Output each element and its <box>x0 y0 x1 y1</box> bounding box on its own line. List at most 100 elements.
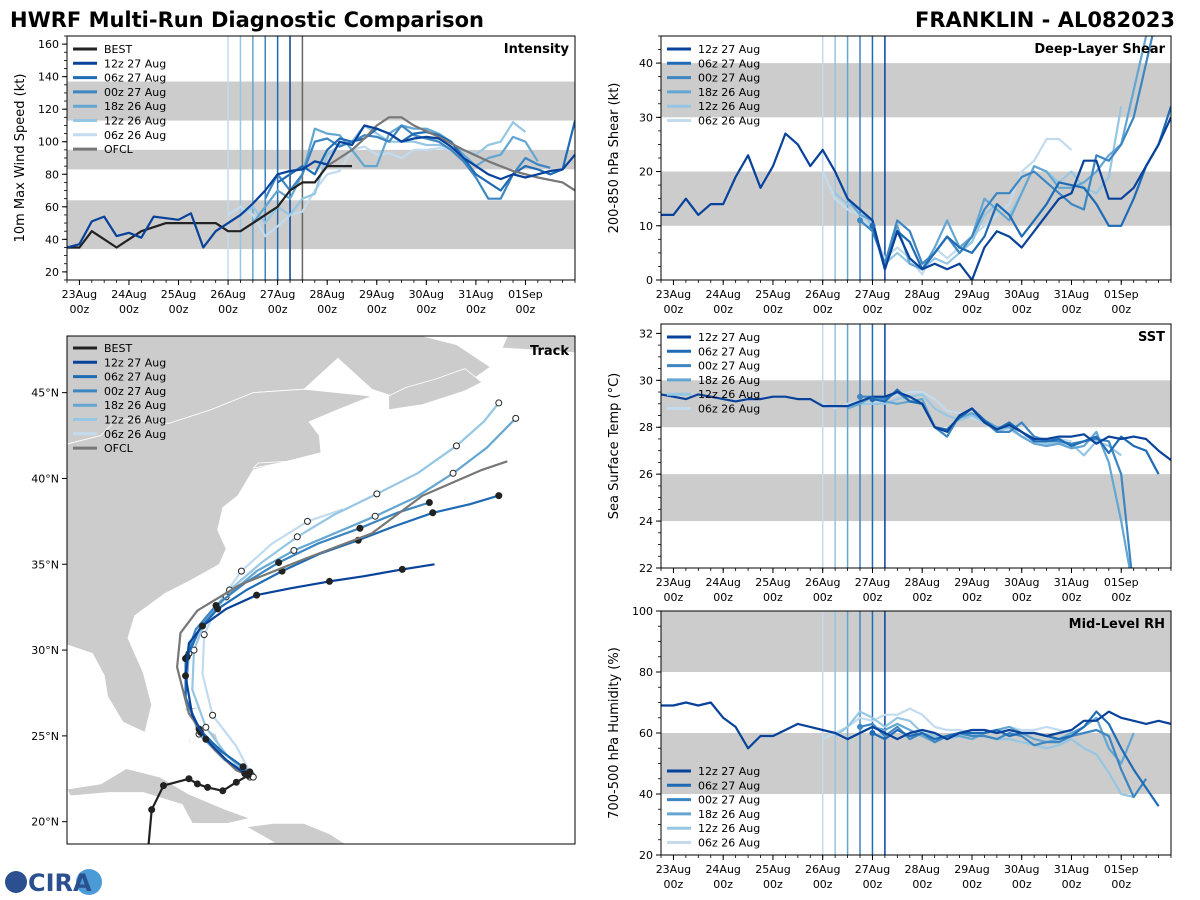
xtick-day-shear-2: 25Aug <box>755 288 790 301</box>
xtick-day-shear-5: 28Aug <box>904 288 939 301</box>
track-12z-26-aug <box>191 402 500 778</box>
legend-label-sst-4: 12z 26 Aug <box>698 388 760 401</box>
init-marker-rh-06z-27-aug <box>869 730 876 736</box>
ytick-label-intensity-6: 140 <box>38 71 59 84</box>
track-point-12z-26-aug-8 <box>293 533 301 541</box>
xtick-hour-shear-2: 00z <box>763 303 783 316</box>
track-point-12z-27-aug-2 <box>202 735 210 743</box>
series-rh-00z-27-aug <box>859 722 1148 799</box>
track-point-00z-27-aug-12 <box>425 498 433 506</box>
legend-label-intensity-0: BEST <box>104 43 132 56</box>
xtick-hour-sst-3: 00z <box>813 591 833 604</box>
lat-label-2: 30°N <box>31 644 59 657</box>
ytick-label-intensity-3: 80 <box>45 168 59 181</box>
series-group-rh <box>661 701 1171 807</box>
series-sst-12z-27-aug <box>661 390 1171 461</box>
track-point-12z-26-aug-2 <box>202 723 210 731</box>
track-point-12z-27-aug-10 <box>325 577 333 585</box>
xtick-hour-sst-4: 00z <box>863 591 883 604</box>
panel-title-rh: Mid-Level RH <box>1069 617 1165 632</box>
xtick-day-shear-7: 30Aug <box>1004 288 1039 301</box>
track-point-12z-26-aug-10 <box>373 490 381 498</box>
legend-label-track-1: 12z 27 Aug <box>104 356 166 369</box>
ytick-label-sst-3: 28 <box>639 421 653 434</box>
land-us_east <box>67 388 372 733</box>
track-ofcl <box>176 460 508 777</box>
track-point-00z-27-aug-8 <box>275 559 283 567</box>
series-rh-06z-27-aug <box>872 710 1160 807</box>
land-hispaniola <box>245 823 347 844</box>
xtick-day-sst-2: 25Aug <box>755 576 790 589</box>
xtick-day-sst-4: 27Aug <box>855 576 890 589</box>
legend-label-sst-5: 06z 26 Aug <box>698 403 760 416</box>
xtick-day-rh-6: 29Aug <box>954 863 989 876</box>
land-long_island <box>252 460 289 469</box>
series-intensity-12z-27-aug <box>67 124 575 249</box>
ytick-label-sst-1: 24 <box>639 515 653 528</box>
legend-label-sst-3: 18z 26 Aug <box>698 374 760 387</box>
legend-label-rh-4: 12z 26 Aug <box>698 822 760 835</box>
track-point-18z-26-aug-10 <box>371 512 379 520</box>
init-marker-sst-06z-27-aug <box>869 396 876 403</box>
lat-label-3: 35°N <box>31 558 59 571</box>
ytick-label-sst-5: 32 <box>639 327 653 340</box>
xtick-day-shear-4: 27Aug <box>855 288 890 301</box>
xtick-day-rh-3: 26Aug <box>805 863 840 876</box>
xtick-hour-shear-0: 00z <box>664 303 684 316</box>
panel-title-shear: Deep-Layer Shear <box>1034 42 1165 57</box>
band-shear-1 <box>661 63 1171 118</box>
band-intensity-2 <box>67 81 575 121</box>
xtick-day-intensity-8: 31Aug <box>458 288 493 301</box>
track-point-12z-27-aug-12 <box>398 565 406 573</box>
track-point-best-6 <box>219 787 227 795</box>
legend-label-rh-2: 00z 27 Aug <box>698 794 760 807</box>
xtick-day-sst-1: 24Aug <box>705 576 740 589</box>
lat-label-1: 25°N <box>31 730 59 743</box>
xtick-day-rh-8: 31Aug <box>1054 863 1089 876</box>
series-intensity-12z-26-aug <box>239 121 527 225</box>
xtick-hour-rh-1: 00z <box>713 878 733 891</box>
xtick-hour-shear-6: 00z <box>962 303 982 316</box>
series-shear-06z-27-aug <box>871 106 1171 271</box>
legend-label-intensity-5: 12z 26 Aug <box>104 115 166 128</box>
ylabel-shear: 200-850 hPa Shear (kt) <box>607 83 622 234</box>
ytick-label-intensity-2: 60 <box>45 201 59 214</box>
xtick-hour-sst-2: 00z <box>763 591 783 604</box>
xtick-day-rh-2: 25Aug <box>755 863 790 876</box>
series-rh-06z-26-aug <box>822 707 1072 741</box>
ytick-label-shear-0: 0 <box>646 274 653 287</box>
xtick-day-sst-5: 28Aug <box>904 576 939 589</box>
track-point-best-5 <box>204 783 212 791</box>
legend-label-track-0: BEST <box>104 342 132 355</box>
xtick-hour-intensity-8: 00z <box>466 303 486 316</box>
legend-label-sst-0: 12z 27 Aug <box>698 331 760 344</box>
series-group-sst <box>661 388 1171 568</box>
track-point-best-0 <box>147 843 149 844</box>
track-point-06z-27-aug-6 <box>214 605 222 613</box>
xtick-day-shear-9: 01Sep <box>1104 288 1139 301</box>
xtick-hour-rh-2: 00z <box>763 878 783 891</box>
xtick-hour-sst-0: 00z <box>664 591 684 604</box>
series-group-intensity <box>67 116 575 249</box>
ylabel-intensity: 10m Max Wind Speed (kt) <box>13 74 28 243</box>
track-point-06z-26-aug-2 <box>209 711 217 719</box>
series-group-shear <box>661 36 1171 280</box>
storm-id: FRANKLIN - AL082023 <box>915 8 1175 32</box>
legend-label-shear-5: 06z 26 Aug <box>698 115 760 128</box>
series-shear-18z-26-aug <box>846 36 1148 271</box>
xtick-hour-sst-6: 00z <box>962 591 982 604</box>
xtick-day-rh-4: 27Aug <box>855 863 890 876</box>
xtick-day-sst-3: 26Aug <box>805 576 840 589</box>
cira-logo: CIRA <box>5 869 102 897</box>
xtick-day-intensity-1: 24Aug <box>111 288 146 301</box>
track-point-06z-26-aug-4 <box>200 631 208 639</box>
panel-title-sst: SST <box>1138 330 1165 345</box>
track-point-18z-26-aug-14 <box>512 414 520 422</box>
band-sst-0 <box>661 474 1171 522</box>
legend-label-shear-1: 06z 27 Aug <box>698 57 760 70</box>
legend-label-intensity-2: 06z 27 Aug <box>104 72 166 85</box>
legend-label-track-3: 00z 27 Aug <box>104 385 166 398</box>
series-intensity-06z-26-aug <box>227 145 452 238</box>
ylabel-sst: Sea Surface Temp (°C) <box>607 373 622 520</box>
